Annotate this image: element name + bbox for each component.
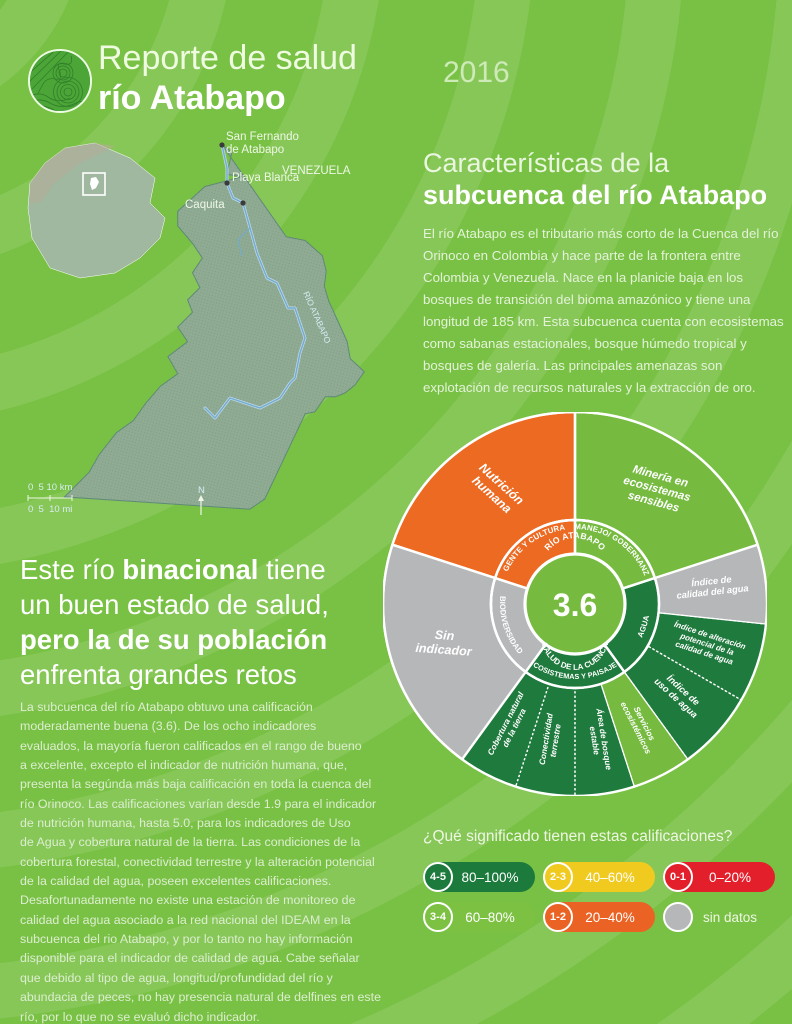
svg-text:0 5 10 mi: 0 5 10 mi <box>28 504 72 515</box>
svg-text:San Fernando: San Fernando <box>226 131 299 143</box>
svg-text:Caquita: Caquita <box>185 199 225 211</box>
svg-text:0 5 10 km: 0 5 10 km <box>28 482 72 493</box>
svg-text:de Atabapo: de Atabapo <box>226 144 284 156</box>
svg-text:VENEZUELA: VENEZUELA <box>282 165 351 177</box>
svg-text:N: N <box>198 485 205 496</box>
svg-text:3.6: 3.6 <box>553 587 597 623</box>
